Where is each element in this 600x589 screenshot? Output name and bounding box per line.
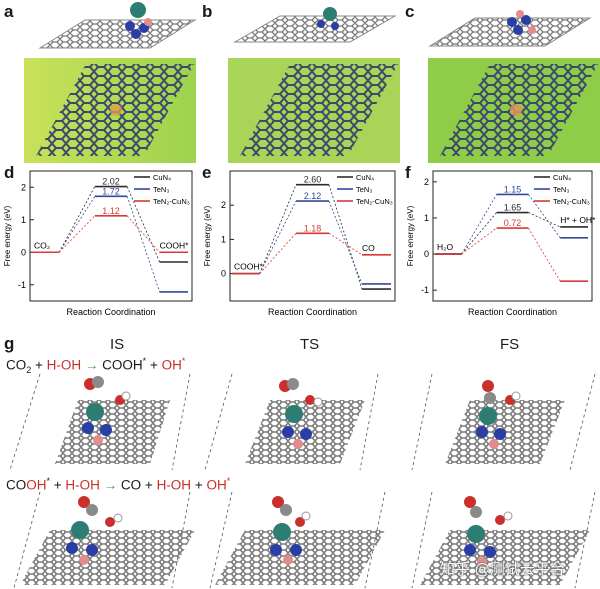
energy-chart-f: -1 0 1 2 Free energy (eV) Reaction Coordinati…	[406, 170, 596, 317]
barrier-label: 2.02	[102, 177, 120, 187]
connector	[58, 196, 96, 253]
stage-label-ts: TS	[300, 336, 320, 353]
plot-frame	[432, 170, 593, 302]
state-label-initial: H₂O	[437, 242, 453, 252]
connector	[259, 232, 297, 274]
panel-label-b: b	[202, 2, 213, 21]
plot-frame	[229, 170, 396, 302]
panel-label-f: f	[405, 163, 411, 182]
connector	[328, 232, 363, 256]
y-tick-label: 2	[424, 177, 429, 187]
panel-label-d: d	[4, 163, 15, 182]
y-axis-label: Free energy (eV)	[3, 205, 12, 266]
connector	[259, 184, 297, 274]
panel-label-e: e	[202, 163, 212, 182]
legend-label: CuN₄	[356, 173, 374, 182]
connector	[126, 186, 160, 263]
panel-label-c: c	[405, 2, 415, 21]
reaction-equation-1: CO2 + H-OH → COOH* + OH*	[6, 356, 186, 376]
barrier-label: 1.18	[304, 223, 322, 233]
legend-label: TeN₃	[153, 185, 169, 194]
snapshot-row1	[9, 373, 596, 471]
connector	[58, 186, 96, 253]
legend-label: CuN₄	[553, 173, 571, 182]
legend-label: TeN₂-CuN₃	[553, 197, 590, 206]
connector	[126, 215, 160, 253]
y-tick-label: 1	[221, 234, 226, 244]
y-tick-label: 0	[221, 269, 226, 279]
y-axis-label: Free energy (eV)	[406, 205, 415, 266]
y-tick-label: 1	[21, 215, 26, 225]
legend-label: CuN₄	[153, 173, 171, 182]
charge-map-b	[228, 58, 400, 163]
legend-label: TeN₂-CuN₃	[356, 197, 393, 206]
barrier-label: 1.72	[102, 186, 120, 196]
panel-label-g: g	[4, 334, 15, 353]
barrier-label: 1.15	[504, 184, 522, 194]
connector	[461, 227, 497, 255]
connector	[528, 227, 561, 282]
y-tick-label: -1	[421, 285, 429, 295]
legend-label: TeN₃	[356, 185, 372, 194]
barrier-label: 1.12	[102, 206, 120, 216]
energy-chart-d: -1 0 1 2 Free energy (eV) Reaction Coordinati…	[3, 170, 193, 317]
connector	[528, 194, 561, 239]
stage-label-is: IS	[110, 336, 125, 353]
y-tick-label: 1	[424, 213, 429, 223]
connector	[528, 212, 561, 228]
state-label-final: CO	[362, 243, 375, 253]
state-label-initial: CO₂	[34, 240, 50, 250]
barrier-label: 0.72	[504, 218, 522, 228]
x-axis-label: Reaction Coordination	[468, 307, 557, 317]
stage-label-fs: FS	[500, 336, 520, 353]
y-axis-label: Free energy (eV)	[203, 205, 212, 266]
structure-c-sheet	[428, 10, 592, 47]
state-label-initial: COOH*	[234, 262, 264, 272]
legend-label: TeN₃	[553, 185, 569, 194]
reaction-equation-2: COOH* + H-OH → CO + H-OH + OH*	[6, 476, 231, 493]
y-tick-label: 0	[21, 247, 26, 257]
x-axis-label: Reaction Coordination	[66, 307, 155, 317]
connector	[461, 194, 497, 255]
connector	[461, 212, 497, 255]
plot-frame	[29, 170, 193, 302]
barrier-label: 2.12	[304, 191, 322, 201]
y-tick-label: 2	[221, 200, 226, 210]
charge-map-c	[428, 58, 600, 163]
y-tick-label: 2	[21, 182, 26, 192]
y-tick-label: 0	[424, 249, 429, 259]
panel-label-a: a	[4, 2, 14, 21]
energy-chart-e: 0 1 2 Free energy (eV) Reaction Coordination…	[203, 170, 396, 317]
legend-label: TeN₂-CuN₃	[153, 197, 190, 206]
connector	[58, 215, 96, 253]
snapshot-row2	[13, 491, 596, 589]
connector	[126, 196, 160, 293]
state-label-final: H* + OH*	[560, 215, 596, 225]
connector	[259, 200, 297, 274]
state-label-final: COOH*	[160, 240, 190, 250]
watermark: 知乎 @测试云平台	[440, 560, 565, 578]
x-axis-label: Reaction Coordination	[268, 307, 357, 317]
structure-a-sheet	[38, 2, 197, 49]
structure-b-sheet	[233, 7, 397, 43]
connector	[328, 200, 363, 285]
charge-map-a	[24, 58, 196, 163]
y-tick-label: -1	[18, 280, 26, 290]
barrier-label: 1.65	[504, 203, 522, 213]
barrier-label: 2.60	[304, 175, 322, 185]
